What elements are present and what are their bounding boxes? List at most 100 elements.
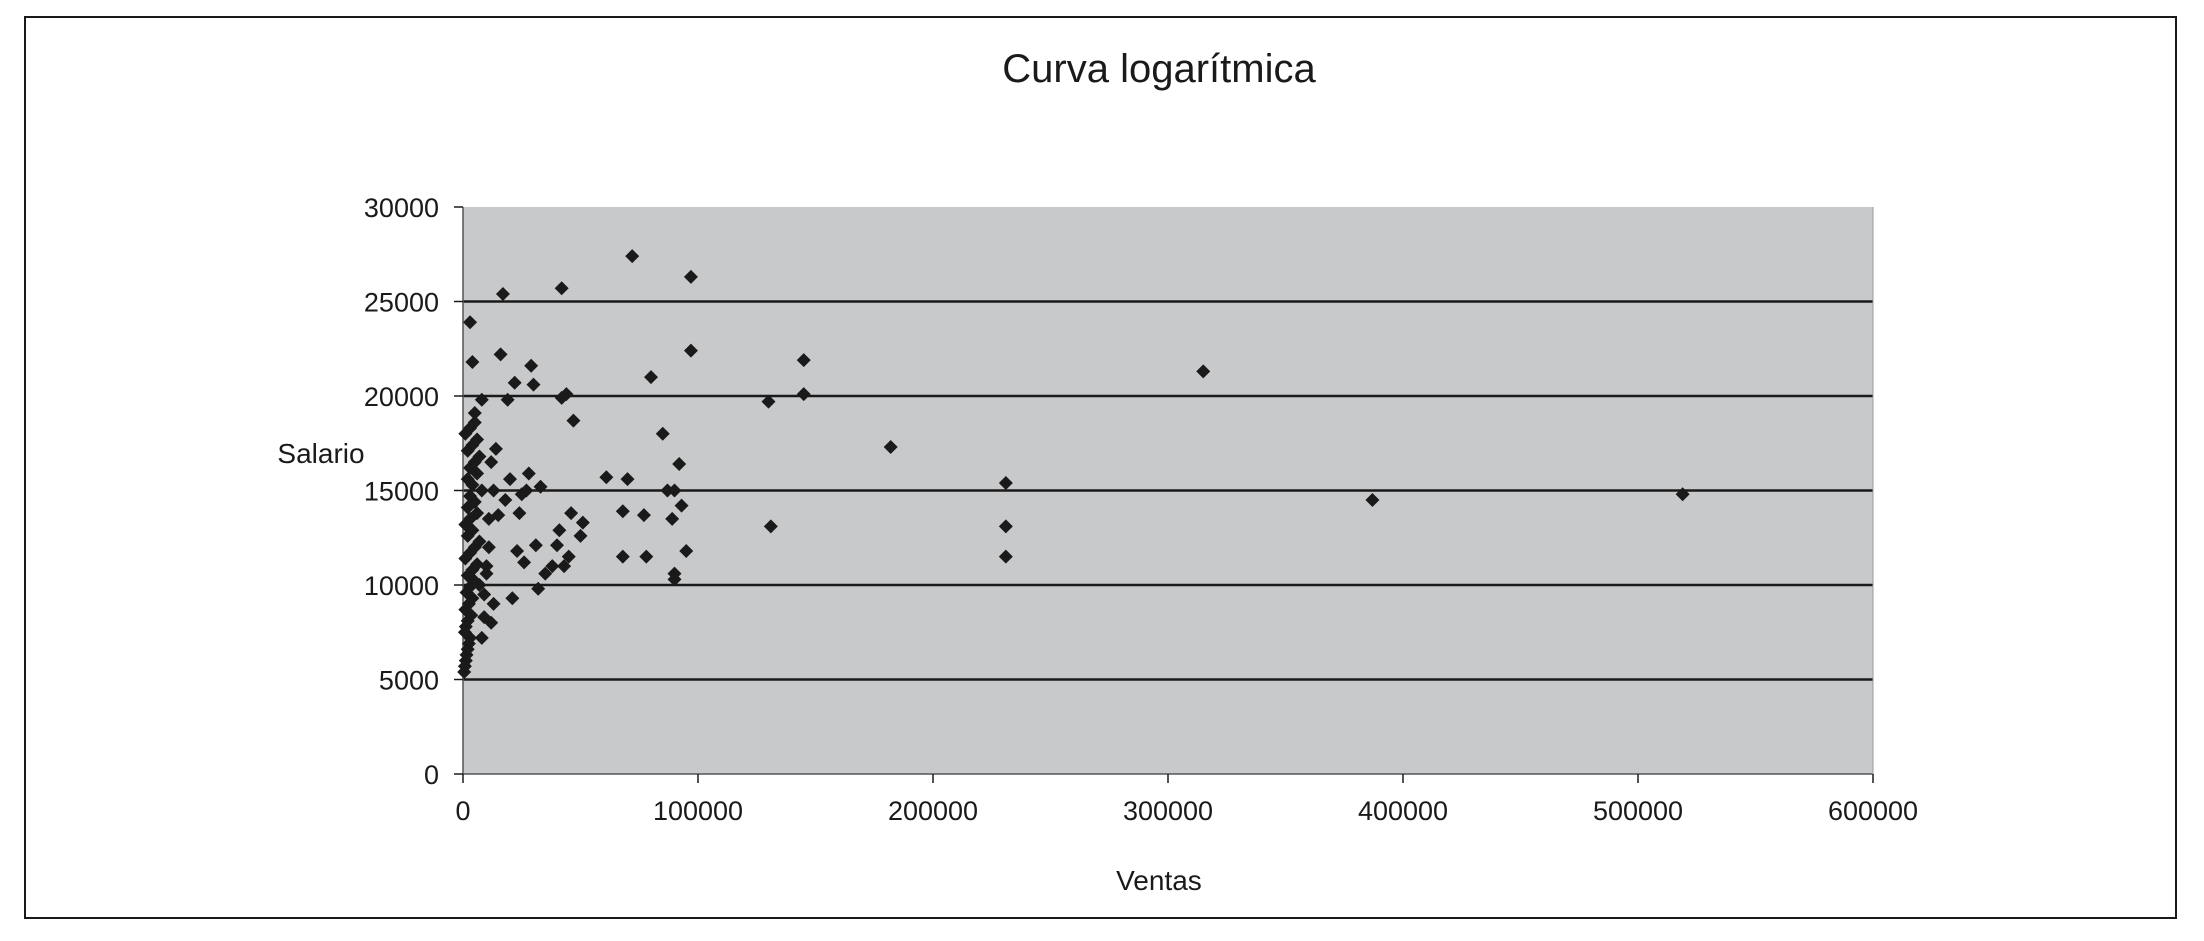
data-point (463, 315, 478, 330)
data-point (479, 559, 494, 574)
data-point (554, 281, 569, 296)
data-point (1196, 364, 1211, 379)
data-point (672, 457, 687, 472)
data-point (667, 483, 682, 498)
data-point (488, 441, 503, 456)
data-point (477, 610, 492, 625)
data-point (460, 472, 475, 487)
data-point (1365, 492, 1380, 507)
data-point (507, 375, 522, 390)
y-axis-ticks: 0 5000 10000 15000 20000 25000 30000 (364, 193, 463, 790)
x-tick-label: 0 (455, 796, 470, 826)
data-point (491, 508, 506, 523)
y-tick-label: 15000 (364, 477, 439, 507)
data-point (510, 543, 525, 558)
data-point (474, 630, 489, 645)
data-point (625, 249, 640, 264)
data-point (644, 370, 658, 385)
data-point (481, 540, 496, 555)
x-tick-label: 500000 (1593, 796, 1683, 826)
y-tick-label: 0 (424, 760, 439, 790)
data-point (883, 440, 898, 455)
data-point (521, 466, 536, 481)
data-point (615, 504, 630, 519)
data-point (479, 566, 494, 581)
data-point (620, 472, 635, 487)
data-point (573, 528, 588, 543)
data-point (472, 534, 487, 549)
data-point (465, 354, 480, 369)
data-point (463, 511, 478, 526)
data-point (474, 483, 489, 498)
data-point (531, 581, 546, 596)
data-point (470, 506, 485, 521)
data-point (564, 506, 579, 521)
data-point (667, 566, 682, 581)
x-tick-label: 600000 (1828, 796, 1918, 826)
y-tick-label: 25000 (364, 288, 439, 318)
data-point (615, 549, 630, 564)
x-tick-label: 400000 (1358, 796, 1448, 826)
data-point (498, 492, 513, 507)
data-point (683, 269, 698, 284)
data-point (493, 347, 508, 362)
data-point (505, 591, 520, 606)
data-point (683, 343, 698, 358)
gridlines (463, 300, 1873, 681)
data-point (575, 515, 590, 530)
data-point (484, 455, 499, 470)
data-point (552, 523, 567, 538)
data-point (528, 538, 543, 553)
data-point (796, 353, 811, 368)
data-point (655, 426, 670, 441)
data-point (761, 394, 776, 409)
chart-title: Curva logarítmica (1002, 47, 1316, 91)
y-axis-label: Salario (277, 438, 364, 469)
data-point (533, 479, 548, 494)
data-point (512, 506, 527, 521)
y-tick-label: 30000 (364, 193, 439, 223)
data-point (796, 387, 811, 402)
data-point (599, 470, 614, 485)
y-tick-label: 10000 (364, 571, 439, 601)
x-tick-label: 100000 (653, 796, 743, 826)
x-axis-ticks: 0 100000 200000 300000 400000 500000 600000 (455, 774, 1918, 826)
data-point (660, 483, 675, 498)
data-point (495, 286, 510, 301)
data-point (486, 596, 501, 611)
data-point (674, 498, 689, 513)
y-tick-label: 20000 (364, 382, 439, 412)
data-point (470, 432, 485, 447)
data-point (636, 508, 651, 523)
data-point (477, 587, 492, 602)
data-point (503, 472, 517, 487)
data-point (1675, 487, 1690, 502)
data-point (545, 559, 560, 574)
data-point (526, 377, 541, 392)
data-point (998, 519, 1013, 534)
data-point (561, 549, 576, 564)
y-tick-label: 5000 (379, 666, 439, 696)
x-axis-label: Ventas (1116, 865, 1202, 896)
data-point (481, 511, 496, 526)
data-point (524, 358, 539, 373)
data-point (519, 483, 534, 498)
x-tick-label: 300000 (1123, 796, 1213, 826)
data-point (470, 557, 485, 572)
data-point (467, 415, 482, 430)
data-point (472, 449, 487, 464)
data-point (500, 392, 515, 407)
data-point (998, 475, 1013, 490)
data-point (559, 387, 574, 402)
data-point (557, 559, 572, 574)
data-point (474, 392, 489, 407)
data-point (566, 413, 581, 428)
data-point (665, 511, 680, 526)
data-point (538, 566, 553, 581)
data-point (467, 406, 482, 421)
data-point (463, 489, 478, 504)
data-point (639, 549, 654, 564)
x-tick-label: 200000 (888, 796, 978, 826)
data-point (517, 555, 532, 570)
